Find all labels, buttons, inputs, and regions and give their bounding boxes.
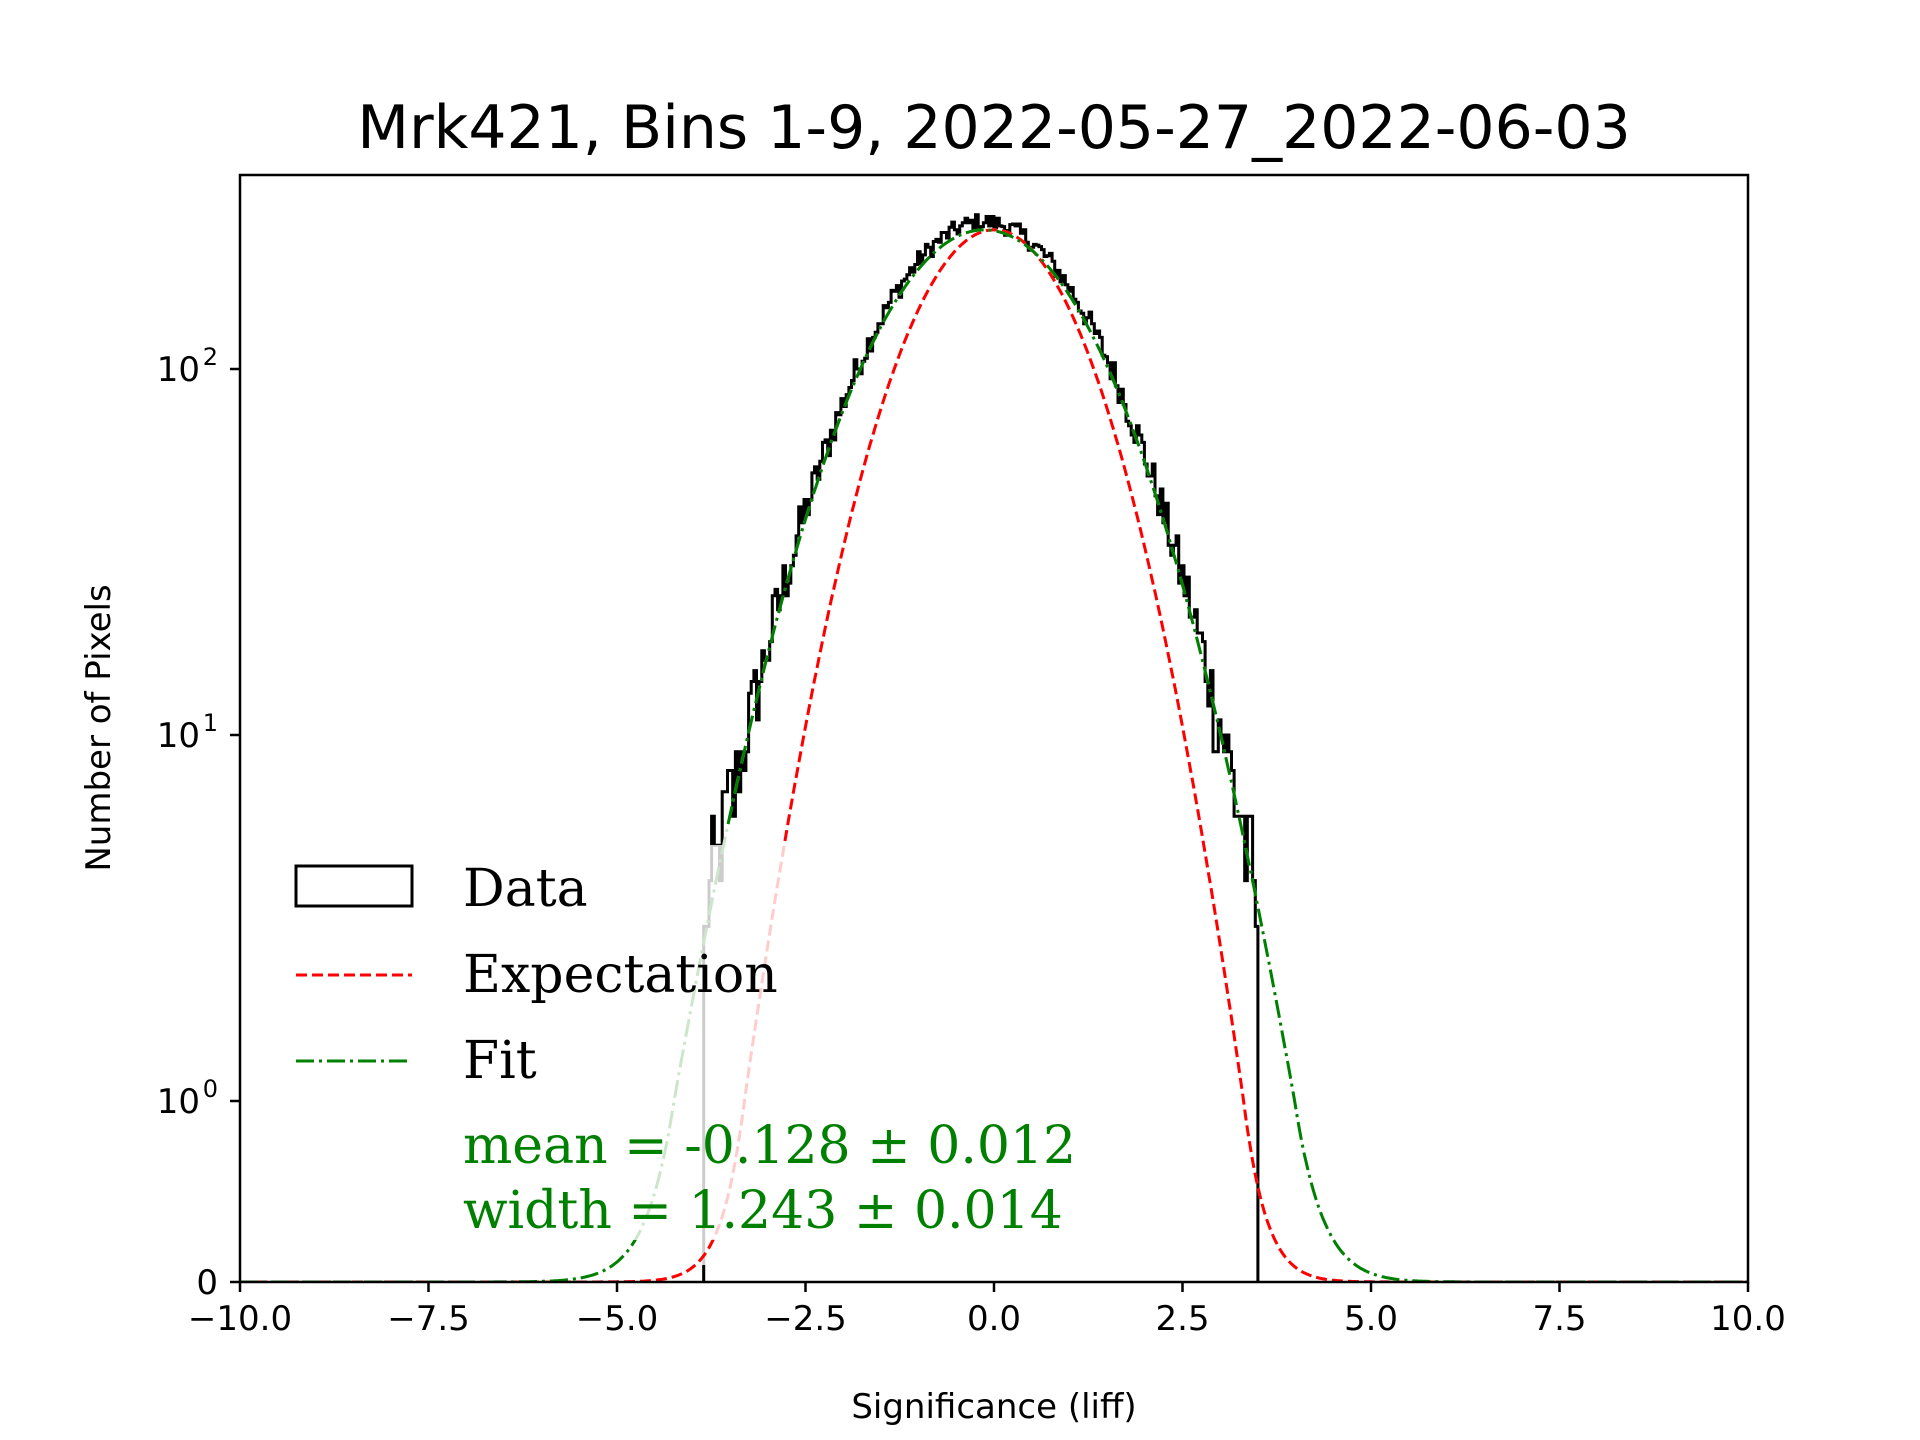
y-tick-label: 10 bbox=[157, 716, 200, 756]
x-axis-label: Significance (liff) bbox=[851, 1387, 1136, 1427]
fit-width-annotation: width = 1.243 ± 0.014 bbox=[463, 1181, 1063, 1241]
y-axis-label: Number of Pixels bbox=[79, 584, 119, 871]
x-tick-label: 2.5 bbox=[1155, 1299, 1209, 1339]
y-tick-label: 0 bbox=[196, 1263, 218, 1303]
legend: Data Expectation Fit bbox=[294, 859, 778, 1091]
plot-area bbox=[240, 213, 1748, 1282]
x-axis: −10.0 −7.5 −5.0 −2.5 0.0 2.5 5.0 7.5 10.0 bbox=[188, 1282, 1786, 1339]
legend-fit-label: Fit bbox=[463, 1031, 537, 1091]
legend-data-swatch bbox=[294, 864, 414, 908]
y-tick-label: 10 bbox=[157, 1082, 200, 1122]
fit-mean-annotation: mean = -0.128 ± 0.012 bbox=[463, 1116, 1076, 1176]
x-tick-label: −5.0 bbox=[576, 1299, 659, 1339]
x-tick-label: −7.5 bbox=[387, 1299, 470, 1339]
legend-expectation-label: Expectation bbox=[463, 945, 778, 1005]
y-tick-exponent: 1 bbox=[203, 709, 218, 737]
expectation-curve bbox=[240, 228, 1748, 1282]
chart-title: Mrk421, Bins 1-9, 2022-05-27_2022-06-03 bbox=[357, 93, 1631, 163]
y-tick-exponent: 2 bbox=[203, 343, 218, 371]
x-tick-label: −10.0 bbox=[188, 1299, 292, 1339]
legend-data-label: Data bbox=[463, 859, 588, 919]
x-tick-label: 7.5 bbox=[1532, 1299, 1586, 1339]
y-tick-label: 10 bbox=[157, 350, 200, 390]
x-tick-label: 0.0 bbox=[967, 1299, 1021, 1339]
y-tick-exponent: 0 bbox=[203, 1075, 218, 1103]
x-tick-label: −2.5 bbox=[764, 1299, 847, 1339]
x-tick-label: 5.0 bbox=[1344, 1299, 1398, 1339]
x-tick-label: 10.0 bbox=[1710, 1299, 1786, 1339]
